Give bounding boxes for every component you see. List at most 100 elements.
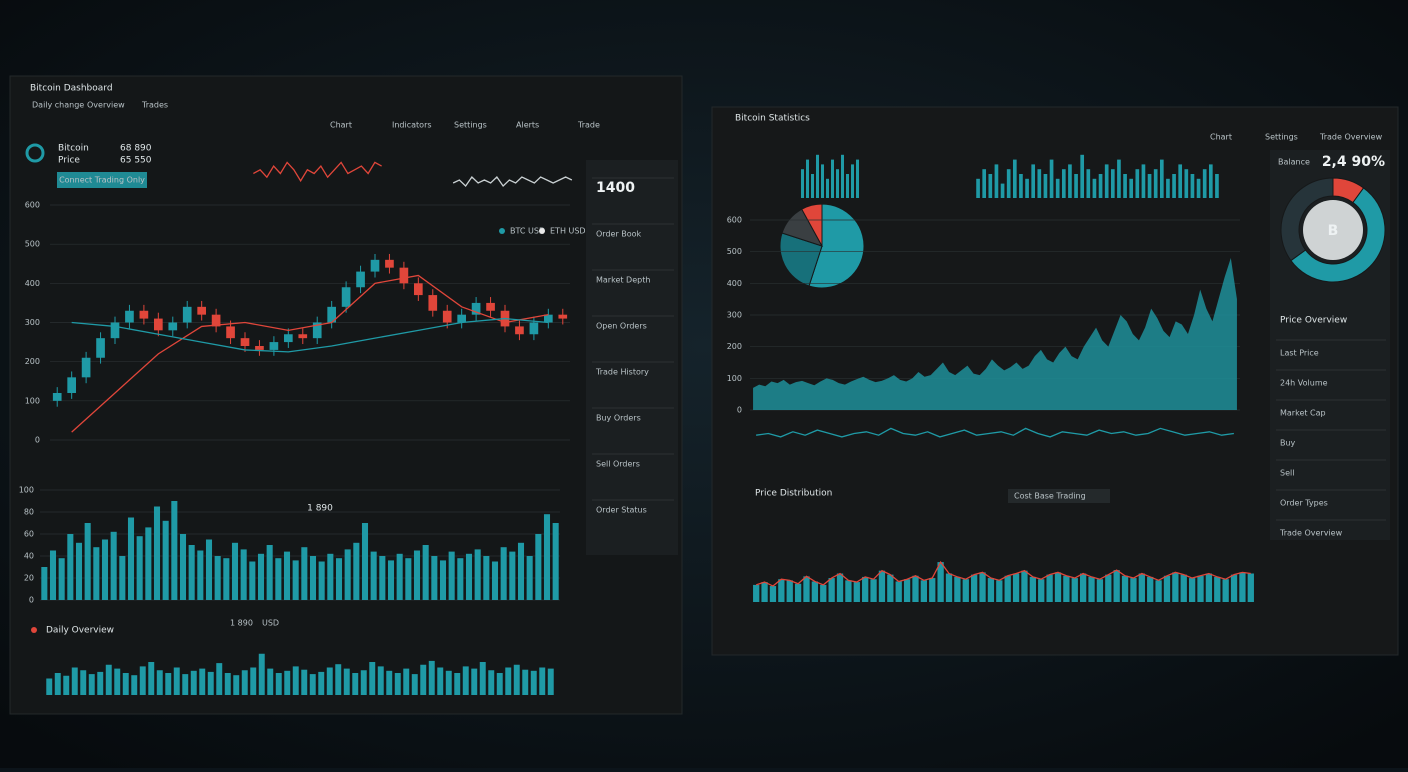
bar (996, 580, 1003, 602)
bar (1098, 174, 1103, 198)
label: Balance (1278, 158, 1310, 167)
bar (471, 668, 478, 695)
bar (162, 520, 169, 600)
bar (1130, 578, 1137, 602)
label: Sell Orders (596, 460, 640, 469)
bar (811, 581, 819, 602)
label: 1 890 (230, 619, 253, 628)
bar (71, 667, 78, 695)
label: B (1328, 223, 1339, 239)
bar (54, 673, 61, 695)
bar (318, 561, 325, 600)
bar (761, 582, 768, 602)
bar (267, 668, 274, 695)
label: 100 (25, 396, 40, 405)
bar (954, 576, 961, 602)
candle-body (414, 283, 423, 296)
label: Open Orders (596, 322, 647, 331)
bar (1021, 570, 1028, 602)
connect-button[interactable] (57, 172, 147, 188)
bar (971, 574, 978, 602)
label: Buy Orders (596, 414, 641, 423)
bar (454, 673, 461, 695)
label: Trade Overview (1319, 133, 1383, 142)
bar (93, 547, 100, 600)
bar (543, 514, 551, 600)
candle-body (211, 314, 221, 327)
label: 100 (19, 486, 34, 495)
bar (131, 675, 138, 695)
bar (165, 673, 172, 695)
bar (1025, 178, 1029, 198)
candle-body (298, 334, 308, 339)
bar (1088, 576, 1095, 602)
bar (205, 539, 213, 600)
bar (370, 551, 377, 600)
bar (1135, 169, 1140, 198)
bar (786, 580, 793, 602)
bar (105, 664, 112, 695)
bar (530, 670, 537, 695)
bar (513, 664, 520, 695)
bar (1153, 169, 1158, 198)
bar (309, 556, 317, 600)
label: 200 (25, 357, 40, 366)
bar (326, 667, 333, 695)
candle-body (255, 346, 264, 350)
bar (301, 669, 308, 695)
bar (413, 550, 421, 600)
bar (224, 673, 231, 695)
bar (1113, 570, 1120, 602)
candle-body (428, 295, 438, 311)
bar (522, 669, 529, 695)
label: 1400 (596, 180, 635, 196)
bar (207, 671, 214, 695)
label: 60 (24, 530, 34, 539)
bar (127, 517, 135, 600)
candle-body (312, 322, 322, 339)
bar (182, 674, 189, 695)
candle-body (341, 287, 351, 307)
bar (831, 159, 834, 198)
bar (275, 673, 282, 695)
label: 24h Volume (1280, 379, 1328, 388)
bar (1096, 579, 1104, 602)
label: 100 (727, 374, 742, 383)
bar (148, 662, 155, 695)
label: Trades (141, 101, 168, 110)
bar (962, 579, 969, 602)
label: Sell (1280, 469, 1294, 478)
label: 400 (727, 279, 742, 288)
bar (1172, 174, 1176, 198)
label: Order Book (596, 230, 642, 239)
label: 1 890 (307, 504, 333, 514)
bar (1004, 575, 1011, 602)
bar (428, 660, 435, 695)
bar (335, 664, 342, 695)
bar (853, 582, 860, 602)
bar (249, 561, 256, 600)
candle-body (125, 310, 134, 323)
label: Market Cap (1280, 409, 1326, 418)
bar (1214, 576, 1221, 602)
bar (101, 539, 109, 600)
candle-body (471, 302, 481, 315)
bar (405, 558, 412, 600)
bar (982, 169, 987, 198)
candle-body (284, 334, 293, 343)
bar (474, 549, 481, 600)
bar (284, 670, 291, 695)
bar (431, 556, 438, 600)
line (71, 317, 549, 353)
label: Settings (1265, 133, 1298, 142)
candle-body (154, 318, 163, 331)
label: Trade Overview (1279, 529, 1343, 538)
label: Bitcoin Dashboard (30, 84, 113, 94)
label: Settings (454, 121, 487, 130)
label: Trade History (595, 368, 649, 377)
label: Trade (577, 121, 600, 130)
bar (988, 174, 993, 198)
bar (63, 675, 70, 695)
bar (145, 527, 152, 600)
bar (360, 670, 367, 695)
